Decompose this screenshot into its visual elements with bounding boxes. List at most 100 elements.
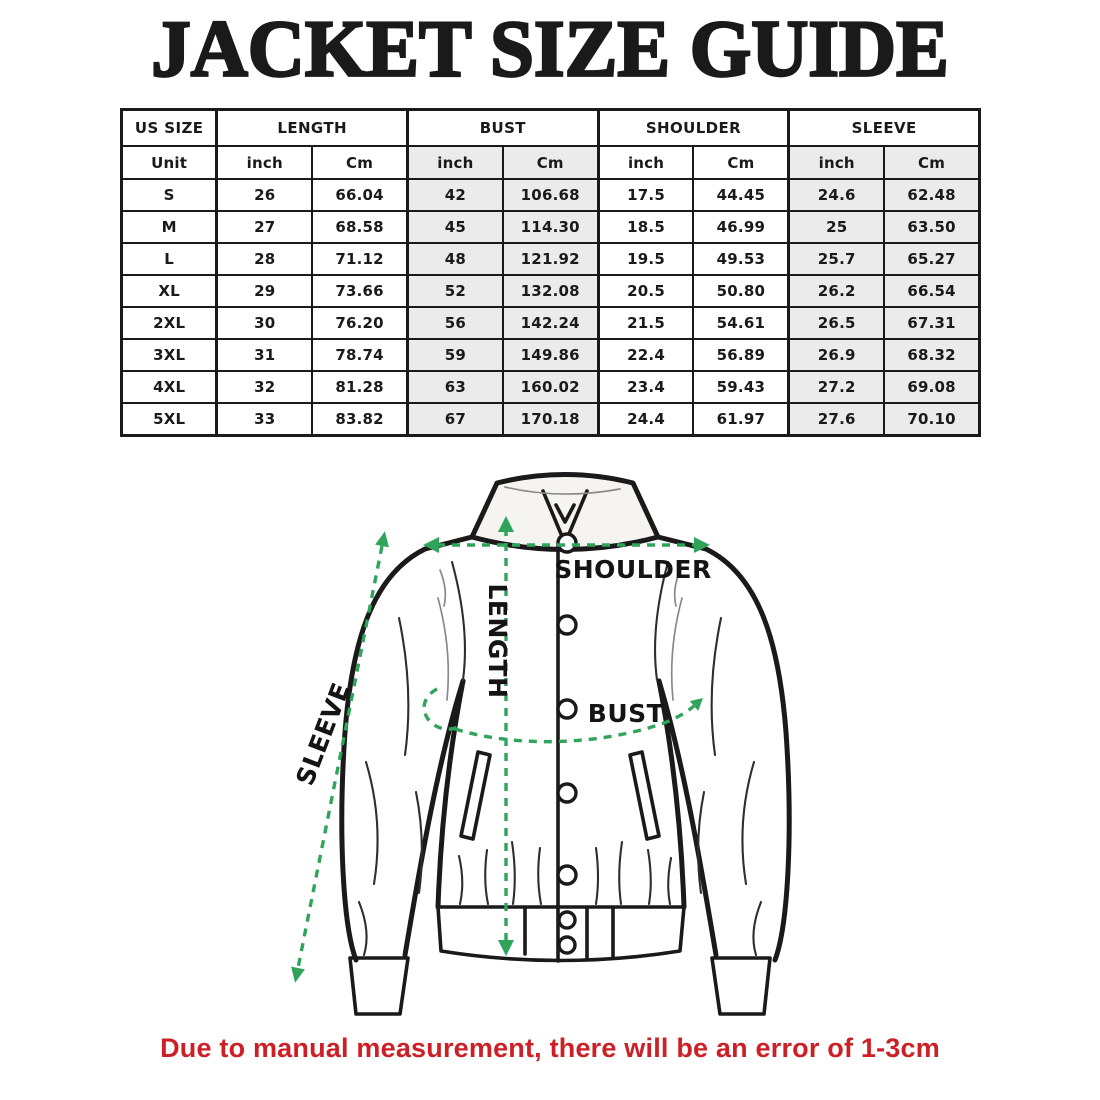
size-value-cell: 59.43: [692, 370, 790, 404]
size-value-cell: 69.08: [883, 370, 981, 404]
size-value-cell: 48: [405, 242, 504, 276]
size-value-cell: 52: [405, 274, 504, 308]
size-value-cell: 68.58: [311, 210, 409, 244]
size-table: US SIZE LENGTH BUST SHOULDER SLEEVE Unit inch C…: [120, 108, 981, 437]
size-value-cell: 44.45: [692, 178, 790, 212]
column-group-header: SLEEVE: [787, 108, 981, 147]
size-name-cell: 3XL: [120, 338, 218, 372]
size-value-cell: 50.80: [692, 274, 790, 308]
size-value-cell: 27: [215, 210, 314, 244]
size-value-cell: 66.54: [883, 274, 981, 308]
shoulder-measure-arrow: [423, 537, 710, 553]
bust-label: BUST: [588, 699, 664, 728]
size-value-cell: 17.5: [596, 178, 695, 212]
size-value-cell: 68.32: [883, 338, 981, 372]
size-name-cell: 4XL: [120, 370, 218, 404]
jacket-measurement-diagram: SHOULDER LENGTH BUST SLEEVE: [290, 472, 792, 1016]
size-value-cell: 26.5: [787, 306, 886, 340]
size-value-cell: 63: [405, 370, 504, 404]
size-value-cell: 29: [215, 274, 314, 308]
size-value-cell: 132.08: [501, 274, 600, 308]
size-value-cell: 28: [215, 242, 314, 276]
size-value-cell: 25.7: [787, 242, 886, 276]
size-value-cell: 21.5: [596, 306, 695, 340]
size-value-cell: 19.5: [596, 242, 695, 276]
unit-header-row: Unit inch Cm inch Cm inch Cm inch Cm: [120, 145, 981, 180]
size-value-cell: 81.28: [311, 370, 409, 404]
size-value-cell: 22.4: [596, 338, 695, 372]
size-value-cell: 142.24: [501, 306, 600, 340]
unit-header-cell: inch: [405, 145, 504, 180]
size-value-cell: 54.61: [692, 306, 790, 340]
size-value-cell: 27.6: [787, 402, 886, 437]
size-name-cell: L: [120, 242, 218, 276]
fabric-wrinkles: [357, 486, 763, 957]
unit-header-cell: inch: [215, 145, 314, 180]
length-label: LENGTH: [483, 584, 512, 699]
size-value-cell: 27.2: [787, 370, 886, 404]
bust-measure-arrow: [422, 687, 703, 744]
size-value-cell: 78.74: [311, 338, 409, 372]
size-value-cell: 31: [215, 338, 314, 372]
size-value-cell: 24.6: [787, 178, 886, 212]
size-name-cell: 2XL: [120, 306, 218, 340]
size-name-cell: 5XL: [120, 402, 218, 437]
table-row: 4XL 32 81.28 63 160.02 23.4 59.43 27.2 69.08: [120, 370, 981, 404]
size-value-cell: 49.53: [692, 242, 790, 276]
table-row: 3XL 31 78.74 59 149.86 22.4 56.89 26.9 68.32: [120, 338, 981, 372]
size-value-cell: 76.20: [311, 306, 409, 340]
size-value-cell: 59: [405, 338, 504, 372]
size-value-cell: 63.50: [883, 210, 981, 244]
table-row: XL 29 73.66 52 132.08 20.5 50.80 26.2 66.54: [120, 274, 981, 308]
jacket-outline-icon: [339, 472, 792, 1016]
size-value-cell: 62.48: [883, 178, 981, 212]
size-value-cell: 32: [215, 370, 314, 404]
size-value-cell: 149.86: [501, 338, 600, 372]
page-title: JACKET SIZE GUIDE: [150, 4, 950, 95]
unit-header-cell: Cm: [883, 145, 981, 180]
size-value-cell: 30: [215, 306, 314, 340]
size-value-cell: 20.5: [596, 274, 695, 308]
size-value-cell: 121.92: [501, 242, 600, 276]
table-row: M 27 68.58 45 114.30 18.5 46.99 25 63.50: [120, 210, 981, 244]
measurement-error-note: Due to manual measurement, there will be…: [160, 1033, 940, 1063]
size-value-cell: 160.02: [501, 370, 600, 404]
size-name-cell: XL: [120, 274, 218, 308]
size-table-container: US SIZE LENGTH BUST SHOULDER SLEEVE Unit inch C…: [120, 108, 981, 437]
size-value-cell: 26: [215, 178, 314, 212]
size-value-cell: 61.97: [692, 402, 790, 437]
size-value-cell: 33: [215, 402, 314, 437]
size-value-cell: 24.4: [596, 402, 695, 437]
unit-header-cell: inch: [787, 145, 886, 180]
unit-header-cell: Cm: [311, 145, 409, 180]
unit-header-cell: inch: [596, 145, 695, 180]
column-group-header: BUST: [405, 108, 600, 147]
column-group-header: US SIZE: [120, 108, 218, 147]
unit-header-cell: Cm: [692, 145, 790, 180]
size-value-cell: 56.89: [692, 338, 790, 372]
size-value-cell: 45: [405, 210, 504, 244]
size-value-cell: 25: [787, 210, 886, 244]
size-value-cell: 71.12: [311, 242, 409, 276]
size-value-cell: 42: [405, 178, 504, 212]
size-value-cell: 70.10: [883, 402, 981, 437]
size-value-cell: 46.99: [692, 210, 790, 244]
size-value-cell: 67: [405, 402, 504, 437]
size-value-cell: 83.82: [311, 402, 409, 437]
unit-header-cell: Unit: [120, 145, 218, 180]
snap-buttons-icon: [556, 532, 578, 955]
size-value-cell: 114.30: [501, 210, 600, 244]
size-value-cell: 67.31: [883, 306, 981, 340]
column-group-header: LENGTH: [215, 108, 409, 147]
size-value-cell: 26.9: [787, 338, 886, 372]
size-value-cell: 26.2: [787, 274, 886, 308]
size-value-cell: 56: [405, 306, 504, 340]
unit-header-cell: Cm: [501, 145, 600, 180]
length-measure-arrow: [498, 516, 514, 956]
table-row: S 26 66.04 42 106.68 17.5 44.45 24.6 62.48: [120, 178, 981, 212]
table-group-row: US SIZE LENGTH BUST SHOULDER SLEEVE: [120, 108, 981, 147]
table-row: 2XL 30 76.20 56 142.24 21.5 54.61 26.5 67.31: [120, 306, 981, 340]
column-group-header: SHOULDER: [596, 108, 790, 147]
sleeve-measure-arrow: [291, 531, 389, 983]
size-value-cell: 66.04: [311, 178, 409, 212]
